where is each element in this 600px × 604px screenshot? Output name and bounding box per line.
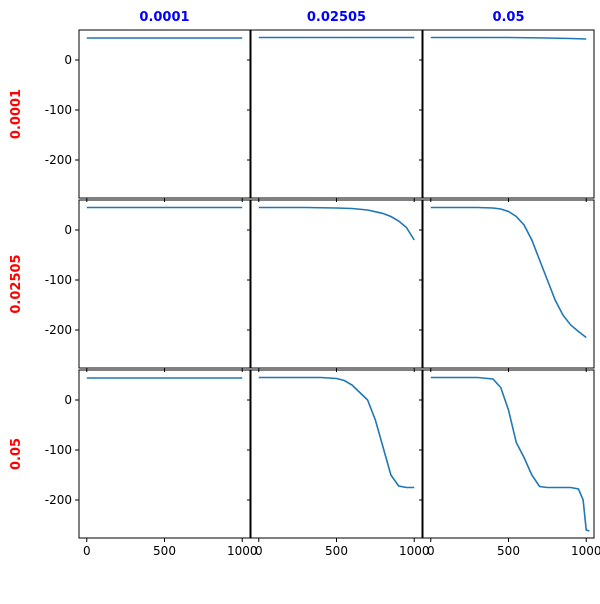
- y-tick-label: -200: [45, 493, 72, 507]
- data-line: [430, 376, 590, 532]
- data-line: [430, 36, 587, 40]
- column-title: 0.05: [492, 10, 524, 25]
- x-tick-label: 0: [255, 544, 263, 558]
- x-tick-label: 1000: [399, 544, 430, 558]
- data-line: [258, 206, 415, 241]
- x-tick-label: 1000: [227, 544, 258, 558]
- plot-area: [430, 376, 590, 532]
- x-tick-label: 1000: [571, 544, 600, 558]
- y-tick-label: -100: [45, 103, 72, 117]
- axes-frame: [78, 369, 251, 539]
- column-title: 0.02505: [307, 10, 366, 25]
- plot-area: [430, 36, 587, 40]
- x-tick-label: 0: [427, 544, 435, 558]
- y-tick-label: 0: [64, 393, 72, 407]
- axes-frame: [422, 369, 595, 539]
- x-tick-label: 0: [83, 544, 91, 558]
- axes-frame: [250, 369, 423, 539]
- y-tick-label: 0: [64, 223, 72, 237]
- column-title: 0.0001: [139, 10, 189, 25]
- row-label: 0.02505: [9, 254, 24, 313]
- plot-area: [258, 376, 415, 489]
- axes-frame: [78, 199, 251, 369]
- x-tick-label: 500: [325, 544, 348, 558]
- x-tick-label: 500: [153, 544, 176, 558]
- y-tick-label: -100: [45, 273, 72, 287]
- axes-frame: [78, 29, 251, 199]
- x-tick-label: 500: [497, 544, 520, 558]
- plot-area: [430, 206, 587, 339]
- data-line: [258, 376, 415, 489]
- axes-frame: [422, 199, 595, 369]
- axes-frame: [250, 29, 423, 199]
- y-tick-label: -200: [45, 323, 72, 337]
- data-line: [430, 206, 587, 339]
- row-label: 0.05: [9, 438, 24, 470]
- axes-frame: [250, 199, 423, 369]
- y-tick-label: -100: [45, 443, 72, 457]
- plot-area: [258, 206, 415, 241]
- axes-frame: [422, 29, 595, 199]
- row-label: 0.0001: [9, 89, 24, 139]
- y-tick-label: -200: [45, 153, 72, 167]
- y-tick-label: 0: [64, 53, 72, 67]
